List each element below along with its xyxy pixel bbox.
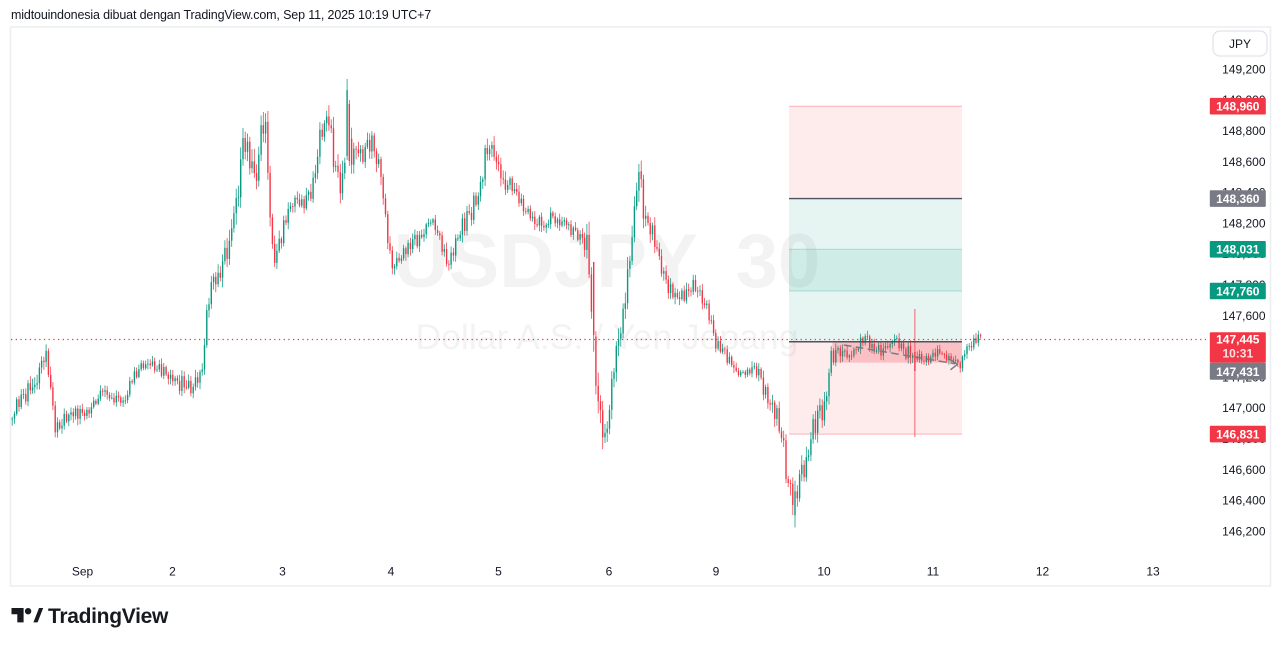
svg-text:148,600: 148,600 <box>1222 155 1266 169</box>
svg-text:147,600: 147,600 <box>1222 309 1266 323</box>
svg-text:147,445: 147,445 <box>1216 332 1260 346</box>
svg-text:Dollar A.S. / Yen Jepang: Dollar A.S. / Yen Jepang <box>416 317 799 357</box>
svg-text:149,200: 149,200 <box>1222 62 1266 76</box>
svg-text:JPY: JPY <box>1229 37 1251 51</box>
svg-text:3: 3 <box>279 565 286 579</box>
svg-text:USDJPY 30: USDJPY 30 <box>394 219 821 304</box>
svg-text:6: 6 <box>606 565 613 579</box>
svg-text:2: 2 <box>169 565 176 579</box>
svg-text:13: 13 <box>1146 565 1160 579</box>
svg-text:148,800: 148,800 <box>1222 124 1266 138</box>
svg-text:146,200: 146,200 <box>1222 524 1266 538</box>
svg-text:5: 5 <box>495 565 502 579</box>
svg-text:4: 4 <box>388 565 395 579</box>
svg-text:146,831: 146,831 <box>1216 427 1260 441</box>
svg-text:148,360: 148,360 <box>1216 192 1260 206</box>
svg-text:9: 9 <box>713 565 720 579</box>
svg-text:148,200: 148,200 <box>1222 216 1266 230</box>
svg-text:147,760: 147,760 <box>1216 284 1260 298</box>
svg-text:147,431: 147,431 <box>1216 365 1260 379</box>
svg-text:147,000: 147,000 <box>1222 401 1266 415</box>
svg-text:11: 11 <box>927 565 940 579</box>
svg-text:148,960: 148,960 <box>1216 100 1260 114</box>
svg-text:10:31: 10:31 <box>1222 346 1253 360</box>
svg-text:12: 12 <box>1036 565 1050 579</box>
svg-text:midtouindonesia dibuat dengan: midtouindonesia dibuat dengan TradingVie… <box>11 8 431 22</box>
svg-text:146,600: 146,600 <box>1222 463 1266 477</box>
svg-text:Sep: Sep <box>72 565 94 579</box>
svg-text:10: 10 <box>817 565 831 579</box>
svg-text:148,031: 148,031 <box>1216 243 1260 257</box>
svg-text:TradingView: TradingView <box>48 605 169 628</box>
svg-text:146,400: 146,400 <box>1222 494 1266 508</box>
